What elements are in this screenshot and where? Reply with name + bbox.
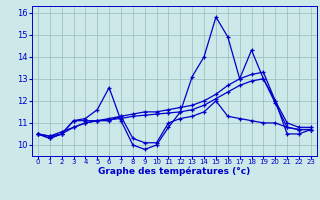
- X-axis label: Graphe des températures (°c): Graphe des températures (°c): [98, 167, 251, 176]
